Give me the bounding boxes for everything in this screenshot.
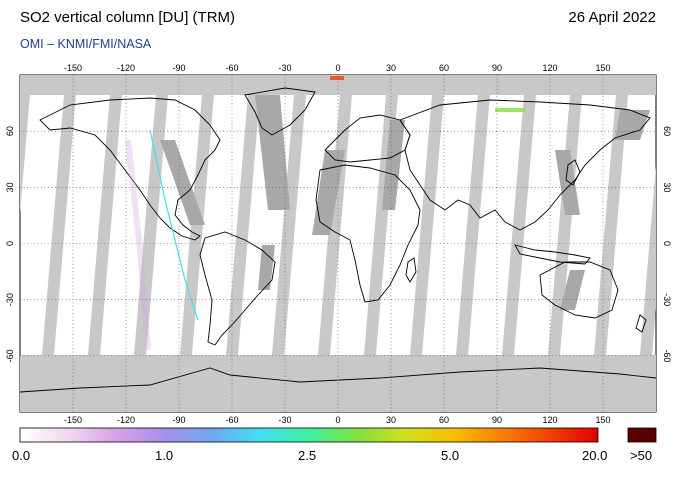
map-title: SO2 vertical column [DU] (TRM) <box>20 9 236 26</box>
lon-tick-bottom-30: 30 <box>386 415 396 425</box>
asia-outline <box>399 99 651 231</box>
dark-stripe-0 <box>255 95 290 210</box>
dark-stripe-1 <box>312 150 345 235</box>
new-zealand-outline <box>635 314 647 333</box>
map-date: 26 April 2022 <box>568 9 656 26</box>
lat-tick-left-0: 0 <box>5 241 15 246</box>
lon-tick-bottom--30: -30 <box>278 415 291 425</box>
south-america-outline <box>199 231 276 346</box>
graticule <box>20 75 656 412</box>
greenland-outline <box>244 87 316 136</box>
orbit-gap-13 <box>594 95 628 355</box>
lat-tick-right-30: 30 <box>662 182 672 192</box>
orbit-gap-5 <box>226 95 260 355</box>
lon-tick-top-60: 60 <box>439 63 449 73</box>
colorbar-label-4: 20.0 <box>582 448 608 463</box>
lon-tick-top--120: -120 <box>117 63 135 73</box>
orbit-gap-11 <box>502 95 536 355</box>
orbit-gap-7 <box>318 95 352 355</box>
colorbar-label-2: 2.5 <box>298 448 317 463</box>
lon-tick-bottom--90: -90 <box>172 415 185 425</box>
lon-tick-top-90: 90 <box>492 63 502 73</box>
lat-tick-right--60: -60 <box>662 349 672 362</box>
lon-tick-bottom-120: 120 <box>542 415 557 425</box>
lat-tick-right--30: -30 <box>662 293 672 306</box>
lon-tick-bottom--120: -120 <box>117 415 135 425</box>
dark-stripe-6 <box>258 245 275 290</box>
lon-tick-top-0: 0 <box>335 63 340 73</box>
colorbar-label-0: 0.0 <box>12 448 31 463</box>
dark-stripe-3 <box>160 140 205 225</box>
orbit-gap-3 <box>134 95 168 355</box>
colorbar-overflow-label: >50 <box>630 448 653 463</box>
lat-tick-right-60: 60 <box>662 126 672 136</box>
coastlines <box>20 87 656 393</box>
colorbar-label-3: 5.0 <box>441 448 460 463</box>
japan-outline <box>565 159 581 186</box>
lat-tick-left--30: -30 <box>5 293 15 306</box>
lon-tick-top--150: -150 <box>64 63 82 73</box>
antarctica-outline <box>20 367 656 393</box>
madagascar-outline <box>405 257 417 283</box>
orbit-gap-6 <box>272 95 306 355</box>
north-america-outline <box>39 97 221 241</box>
axis-ticks: -150 -150 -120 -120 -90 -90 -60 -60 -30 -30 0 0 30 30… <box>5 63 672 425</box>
australia-outline <box>539 261 619 319</box>
so2-patch-green <box>495 108 525 112</box>
orbit-gap-10 <box>456 95 490 355</box>
orbit-gap-1 <box>42 95 76 355</box>
lon-tick-top-120: 120 <box>542 63 557 73</box>
lon-tick-top--60: -60 <box>225 63 238 73</box>
dark-stripe-5 <box>560 270 585 310</box>
lon-tick-bottom-60: 60 <box>439 415 449 425</box>
orbit-gap-14 <box>640 165 656 355</box>
orbit-gap-9 <box>410 95 444 355</box>
dark-stripe-7 <box>615 110 650 140</box>
lon-tick-top--90: -90 <box>172 63 185 73</box>
so2-patch-red <box>330 76 344 80</box>
lat-tick-left-30: 30 <box>5 182 15 192</box>
so2-streak-violet <box>125 139 151 351</box>
orbit-gap-12 <box>548 95 582 355</box>
dark-stripe-4 <box>555 150 580 215</box>
lon-tick-bottom--150: -150 <box>64 415 82 425</box>
data-credit: OMI – KNMI/FMI/NASA <box>20 37 152 51</box>
lon-tick-top--30: -30 <box>278 63 291 73</box>
orbit-gap-0 <box>20 95 30 214</box>
lat-tick-left--60: -60 <box>5 349 15 362</box>
africa-outline <box>315 164 421 303</box>
indonesia-outline <box>514 244 591 265</box>
lat-tick-right-0: 0 <box>662 241 672 246</box>
colorbar <box>19 427 599 443</box>
lon-tick-top-30: 30 <box>386 63 396 73</box>
colorbar-label-1: 1.0 <box>155 448 174 463</box>
lat-tick-left-60: 60 <box>5 126 15 136</box>
so2-streak-cyan <box>149 129 199 321</box>
lon-tick-bottom-90: 90 <box>492 415 502 425</box>
lon-tick-top-150: 150 <box>595 63 610 73</box>
colorbar-overflow <box>627 427 657 443</box>
lon-tick-bottom-0: 0 <box>335 415 340 425</box>
lon-tick-bottom-150: 150 <box>595 415 610 425</box>
orbit-gap-2 <box>88 95 122 355</box>
lon-tick-bottom--60: -60 <box>225 415 238 425</box>
